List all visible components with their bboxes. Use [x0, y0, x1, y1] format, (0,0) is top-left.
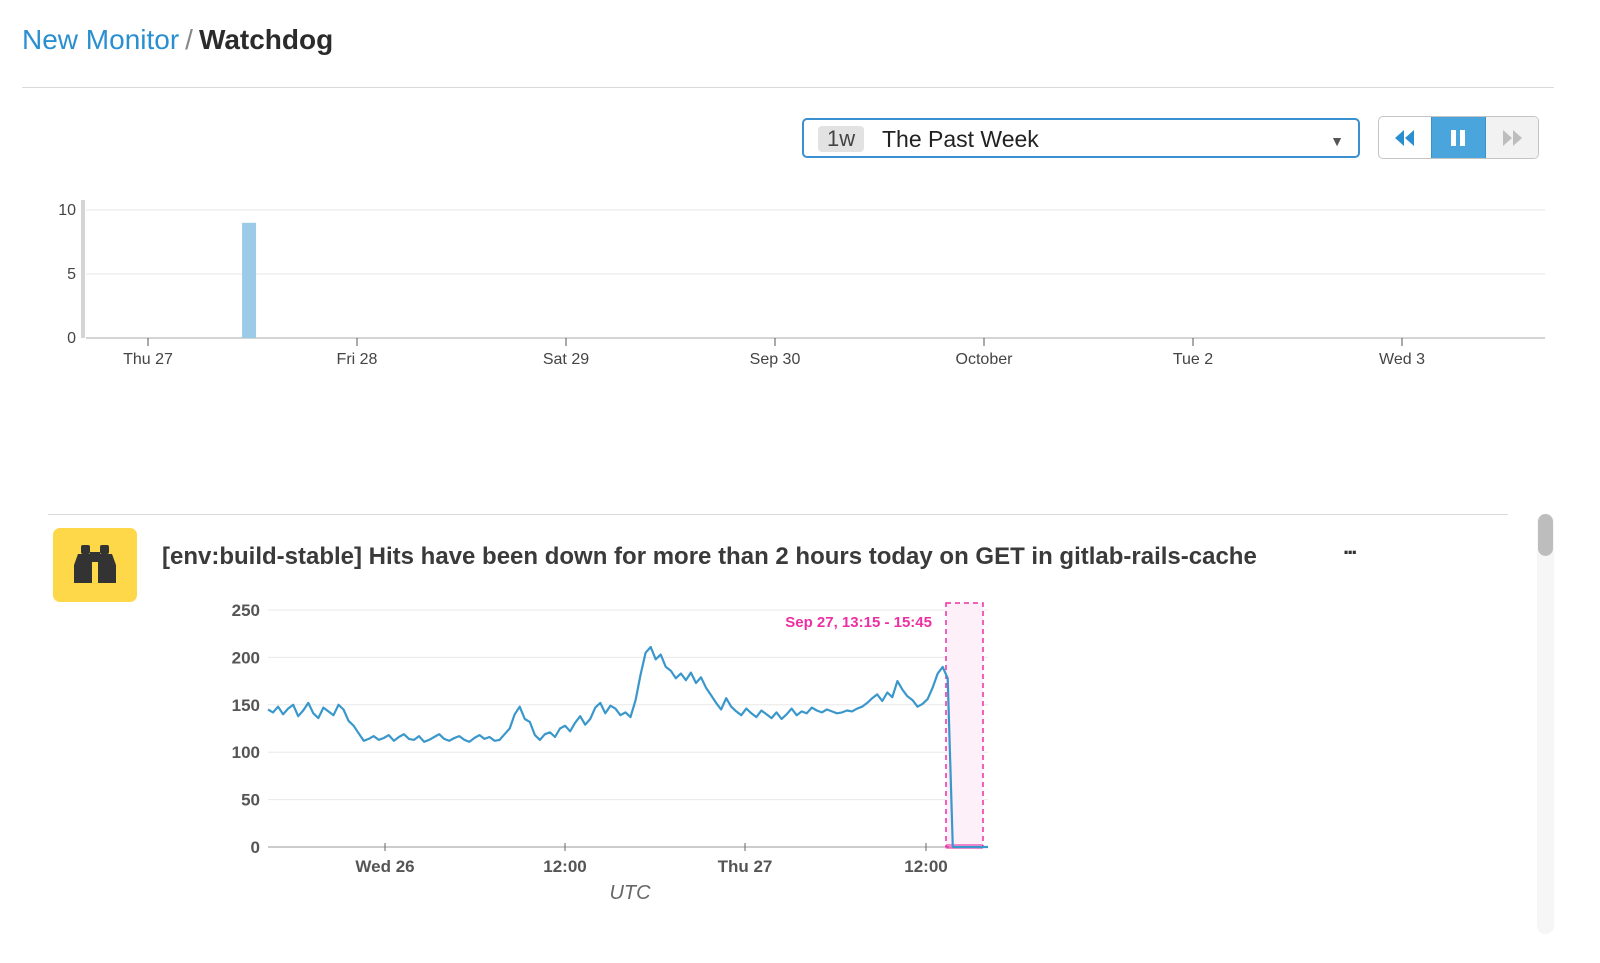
x-tick-label: 12:00 — [904, 857, 947, 876]
event-icon-badge — [53, 528, 137, 602]
fast-forward-button[interactable] — [1485, 117, 1538, 158]
events-bar-chart: 0 5 10 Thu 27 Fri 28 Sat 29 Sep 30 October Tue 2… — [58, 200, 1545, 368]
event-title[interactable]: [env:build-stable] Hits have been down f… — [162, 543, 1257, 570]
breadcrumb-new-monitor-link[interactable]: New Monitor — [22, 24, 180, 55]
fast-forward-icon — [1502, 129, 1522, 146]
y-tick-label: 50 — [241, 791, 260, 810]
x-tick-label: 12:00 — [543, 857, 586, 876]
x-tick-label: Fri 28 — [337, 351, 378, 368]
binoculars-icon — [74, 545, 116, 583]
pause-icon — [1451, 129, 1466, 146]
playback-controls — [1378, 116, 1539, 159]
y-tick-label: 100 — [232, 743, 260, 762]
pause-button[interactable] — [1431, 117, 1486, 158]
x-tick-label: Sat 29 — [543, 351, 589, 368]
y-tick-label: 250 — [232, 601, 260, 620]
chevron-down-icon: ▼ — [1330, 133, 1344, 149]
scrollbar-track[interactable] — [1537, 514, 1554, 934]
x-tick-label: Wed 26 — [355, 857, 414, 876]
y-tick-label: 10 — [58, 202, 76, 219]
y-tick-label: 0 — [251, 838, 260, 857]
scrollbar-thumb[interactable] — [1538, 514, 1553, 556]
event-divider — [48, 514, 1508, 515]
x-axis-label: UTC — [609, 882, 651, 904]
y-tick-label: 150 — [232, 696, 260, 715]
timeframe-selector[interactable]: 1w The Past Week ▼ — [802, 118, 1360, 158]
y-tick-label: 5 — [67, 266, 76, 283]
timeframe-label: The Past Week — [882, 126, 1039, 152]
breadcrumb-separator: / — [185, 24, 193, 55]
rewind-icon — [1395, 129, 1415, 146]
page-title: Watchdog — [198, 24, 334, 55]
x-tick-label: Thu 27 — [718, 857, 773, 876]
series-line — [267, 645, 988, 849]
x-tick-label: Wed 3 — [1379, 351, 1425, 368]
x-tick-label: October — [956, 351, 1014, 368]
x-tick-label: Tue 2 — [1173, 351, 1213, 368]
y-tick-label: 200 — [232, 648, 260, 667]
bar — [242, 222, 257, 338]
highlight-label: Sep 27, 13:15 - 15:45 — [785, 614, 932, 631]
timeframe-badge: 1w — [818, 126, 865, 152]
rewind-button[interactable] — [1379, 117, 1431, 158]
event-timeseries-chart: 0 50 100 150 200 250 Sep 27, 13:15 - 15:45 Wed … — [232, 601, 988, 904]
x-tick-label: Sep 30 — [750, 351, 801, 368]
x-tick-label: Thu 27 — [123, 351, 173, 368]
more-options-button[interactable]: ... — [1343, 534, 1357, 559]
y-tick-label: 0 — [67, 330, 76, 347]
breadcrumb: New Monitor / Watchdog — [22, 22, 333, 58]
header-divider — [22, 87, 1554, 88]
